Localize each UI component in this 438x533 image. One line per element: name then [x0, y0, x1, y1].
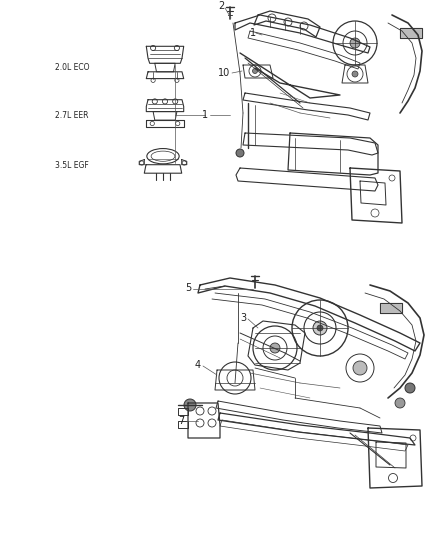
Text: 1: 1 [250, 28, 256, 38]
Circle shape [236, 149, 244, 157]
Circle shape [352, 71, 358, 77]
Text: 10: 10 [218, 68, 230, 78]
Text: 3: 3 [240, 313, 246, 323]
Circle shape [184, 399, 196, 411]
Text: 2: 2 [218, 1, 224, 11]
Circle shape [395, 398, 405, 408]
Text: 5: 5 [185, 283, 191, 293]
Circle shape [252, 69, 258, 74]
Text: 4: 4 [195, 360, 201, 370]
Circle shape [350, 38, 360, 48]
Circle shape [317, 325, 323, 331]
Circle shape [353, 361, 367, 375]
Text: 1: 1 [202, 110, 208, 120]
Text: 2.0L ECO: 2.0L ECO [55, 63, 89, 72]
Text: 3.5L EGF: 3.5L EGF [55, 160, 89, 169]
Circle shape [405, 383, 415, 393]
Circle shape [270, 343, 280, 353]
Text: 2.7L EER: 2.7L EER [55, 110, 88, 119]
Polygon shape [400, 28, 422, 38]
Circle shape [313, 321, 327, 335]
Text: 7: 7 [178, 416, 184, 426]
Polygon shape [360, 181, 386, 205]
Polygon shape [376, 442, 406, 468]
Polygon shape [380, 303, 402, 313]
